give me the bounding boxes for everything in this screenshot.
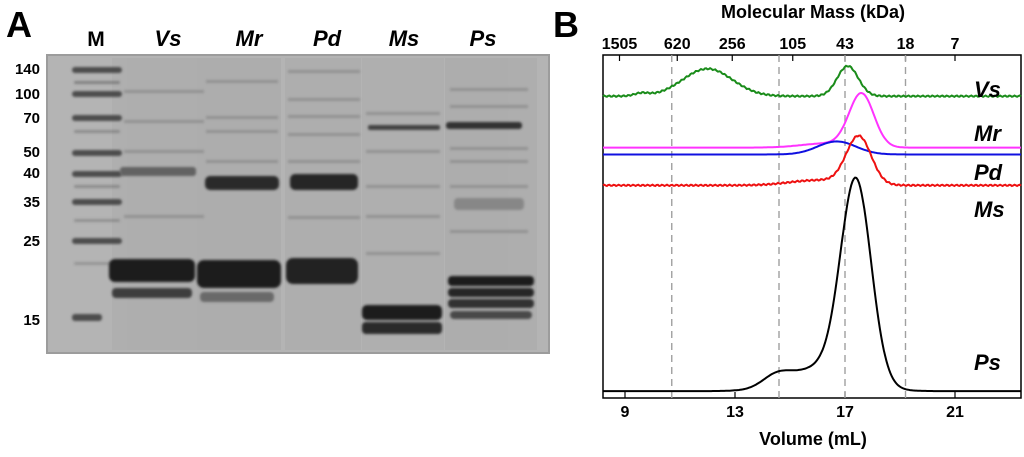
trace-label-pd: Pd bbox=[974, 160, 1003, 185]
gel-image bbox=[46, 54, 550, 354]
trace-label-vs: Vs bbox=[974, 77, 1001, 102]
marker-lane-label: M bbox=[87, 28, 105, 51]
chromatogram-traces bbox=[602, 64, 1022, 393]
bottom-axis-title: Volume (mL) bbox=[759, 429, 867, 449]
top-tick-18: 18 bbox=[897, 36, 915, 53]
bottom-axis-ticks: 9 13 17 21 bbox=[621, 404, 964, 421]
marker-size-15: 15 bbox=[23, 312, 40, 329]
top-tick-7: 7 bbox=[951, 36, 960, 53]
bottom-tick-9: 9 bbox=[621, 404, 630, 421]
bottom-tick-13: 13 bbox=[726, 404, 744, 421]
top-tick-1505: 1505 bbox=[602, 36, 638, 53]
bottom-tick-17: 17 bbox=[836, 404, 854, 421]
top-tick-105: 105 bbox=[779, 36, 806, 53]
trace-label-ms: Ms bbox=[974, 197, 1005, 222]
trace-mr bbox=[603, 91, 1021, 149]
trace-label-mr: Mr bbox=[974, 121, 1002, 146]
marker-size-100: 100 bbox=[15, 86, 40, 103]
panel-b-label: B bbox=[553, 4, 579, 45]
trace-pd bbox=[603, 140, 1021, 156]
top-axis-title: Molecular Mass (kDa) bbox=[721, 2, 905, 22]
panel-a: A M Vs Mr Pd Ms Ps 140 100 70 50 40 35 2… bbox=[6, 4, 550, 354]
top-tick-620: 620 bbox=[664, 36, 691, 53]
plot-frame bbox=[602, 54, 1022, 399]
trace-label-ps: Ps bbox=[974, 350, 1001, 375]
top-axis-ticks: 1505 620 256 105 43 18 7 bbox=[602, 36, 960, 53]
top-tick-43: 43 bbox=[836, 36, 854, 53]
lane-label-ms: Ms bbox=[389, 26, 420, 51]
lane-label-pd: Pd bbox=[313, 26, 342, 51]
marker-size-50: 50 bbox=[23, 144, 40, 161]
marker-size-70: 70 bbox=[23, 110, 40, 127]
axis-tick-marks bbox=[618, 55, 956, 398]
panel-a-label: A bbox=[6, 4, 32, 45]
marker-size-140: 140 bbox=[15, 61, 40, 78]
panel-b: B Molecular Mass (kDa) Volume (mL) 1505 … bbox=[553, 2, 1022, 449]
lane-label-ps: Ps bbox=[470, 26, 497, 51]
lane-label-mr: Mr bbox=[236, 26, 264, 51]
marker-size-35: 35 bbox=[23, 194, 40, 211]
top-tick-256: 256 bbox=[719, 36, 746, 53]
marker-size-40: 40 bbox=[23, 165, 40, 182]
trace-ps bbox=[603, 176, 1021, 393]
lane-label-vs: Vs bbox=[155, 26, 182, 51]
bottom-tick-21: 21 bbox=[946, 404, 964, 421]
trace-ms bbox=[602, 134, 1022, 188]
trace-vs bbox=[602, 64, 1022, 98]
marker-size-25: 25 bbox=[23, 233, 40, 250]
